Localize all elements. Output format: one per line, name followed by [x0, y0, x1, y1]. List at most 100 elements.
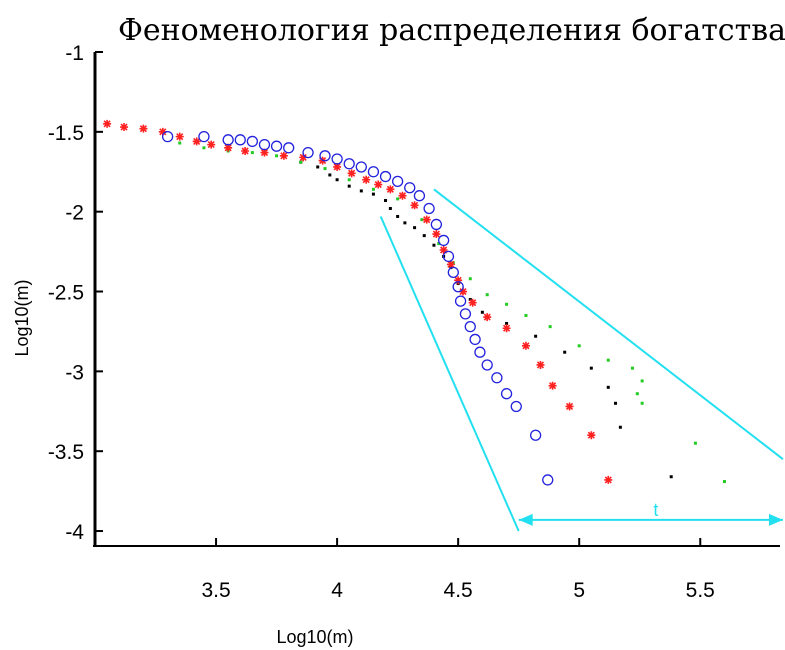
y-tick-label: -4 — [65, 521, 84, 544]
series-layer — [103, 119, 726, 486]
data-point — [722, 480, 726, 484]
data-point — [422, 215, 431, 224]
data-point — [446, 260, 455, 269]
data-point — [386, 185, 395, 194]
data-point — [577, 344, 581, 348]
data-point — [693, 441, 697, 445]
y-tick-label: -2 — [65, 202, 84, 225]
data-point — [437, 242, 441, 246]
data-point — [222, 134, 234, 146]
data-point — [374, 180, 383, 189]
data-point — [333, 162, 342, 171]
data-point — [207, 140, 216, 149]
data-point — [283, 142, 295, 154]
chart-title: Феноменология распределения богатства — [118, 13, 785, 48]
data-point — [422, 234, 426, 238]
data-point — [452, 281, 464, 293]
x-ticks: 3.5 4 4.5 5 5.5 — [201, 538, 715, 602]
data-point — [454, 295, 467, 307]
data-point — [275, 154, 279, 158]
y-ticks: -1 -1.5 -2 -2.5 -3 -3.5 -4 — [48, 42, 103, 544]
data-point — [224, 143, 233, 152]
y-axis-label: Log10(m) — [12, 279, 32, 356]
data-point — [534, 334, 538, 338]
data-point — [500, 388, 513, 400]
data-point — [604, 475, 613, 484]
data-point — [328, 173, 332, 177]
data-point — [410, 201, 419, 210]
data-point — [635, 392, 639, 396]
data-point — [485, 293, 489, 297]
data-point — [158, 127, 167, 136]
data-point — [548, 325, 552, 329]
data-point — [270, 140, 283, 152]
data-point — [398, 191, 407, 200]
data-point — [483, 313, 492, 322]
data-point — [175, 132, 184, 141]
data-point — [669, 475, 673, 479]
data-point — [413, 190, 426, 202]
data-point — [524, 313, 528, 317]
data-point — [430, 218, 443, 231]
data-point — [202, 146, 206, 150]
data-point — [521, 341, 530, 350]
data-point — [355, 161, 367, 173]
series-2 — [103, 119, 613, 484]
data-point — [464, 320, 476, 333]
data-point — [614, 401, 618, 405]
data-point — [234, 134, 246, 146]
data-point — [454, 276, 463, 285]
x-tick-label: 5.5 — [686, 579, 715, 602]
data-point — [241, 147, 250, 155]
data-point — [379, 170, 392, 183]
data-point — [469, 333, 481, 346]
data-point — [302, 146, 314, 159]
data-point — [331, 153, 343, 165]
arrow-label: t — [653, 500, 658, 520]
data-point — [396, 214, 400, 218]
y-tick-label: -1.5 — [48, 122, 84, 145]
y-tick-label: -2.5 — [48, 282, 84, 305]
data-point — [260, 148, 269, 157]
data-point — [480, 310, 484, 314]
data-point — [250, 151, 254, 155]
data-point — [258, 138, 271, 151]
data-point — [413, 226, 417, 230]
annotations: t — [379, 188, 784, 532]
data-point — [371, 192, 375, 196]
data-point — [502, 324, 511, 333]
data-point — [589, 366, 593, 370]
arrow-head — [769, 513, 783, 526]
data-point — [246, 135, 259, 148]
data-point — [316, 165, 320, 169]
data-point — [640, 379, 644, 383]
data-point — [447, 266, 459, 279]
data-point — [347, 184, 351, 188]
data-point — [403, 221, 407, 225]
data-point — [565, 402, 574, 411]
data-point — [347, 178, 351, 182]
data-point — [388, 206, 392, 210]
x-tick-label: 4.5 — [444, 579, 473, 602]
x-axis-label: Log10(m) — [276, 627, 353, 647]
data-point — [548, 381, 557, 390]
data-point — [491, 372, 503, 384]
data-point — [367, 166, 380, 178]
data-point — [510, 400, 522, 413]
data-point — [279, 151, 288, 160]
data-point — [161, 130, 174, 143]
data-point — [120, 123, 129, 132]
x-tick-label: 3.5 — [201, 579, 230, 602]
data-point — [103, 119, 112, 128]
data-point — [618, 425, 622, 429]
data-point — [404, 182, 416, 194]
data-point — [529, 429, 542, 441]
data-point — [606, 385, 610, 389]
data-point — [468, 277, 472, 281]
data-point — [362, 175, 371, 184]
data-point — [505, 321, 509, 325]
series-3 — [161, 130, 554, 486]
series-1 — [178, 141, 726, 484]
y-tick-label: -3 — [65, 361, 84, 384]
